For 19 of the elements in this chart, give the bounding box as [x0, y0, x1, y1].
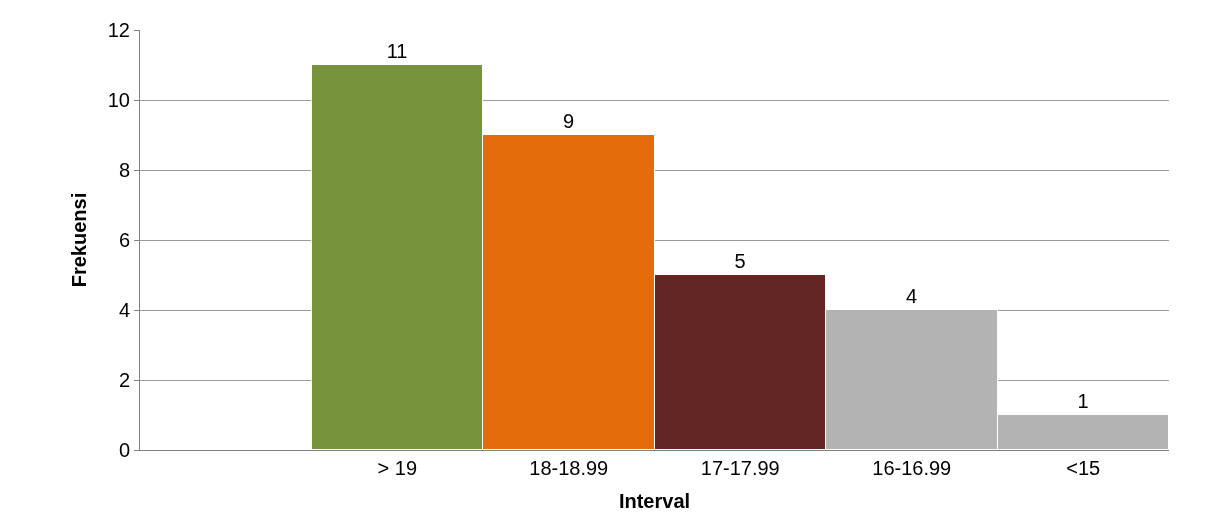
data-label: 4: [905, 284, 918, 307]
y-tick-label: 2: [118, 369, 130, 391]
x-axis-title: Interval: [618, 489, 691, 512]
y-tick-label: 8: [118, 159, 130, 181]
x-tick-label: > 19: [377, 457, 417, 479]
data-label: 5: [734, 249, 746, 272]
x-tick-label: 17-17.99: [700, 457, 780, 479]
data-label: 9: [562, 109, 575, 132]
y-tick-label: 4: [118, 299, 130, 321]
y-tick-label: 6: [118, 229, 130, 251]
x-tick-label: <15: [1066, 457, 1101, 479]
y-tick-label: 10: [107, 89, 130, 111]
x-tick-label: 18-18.99: [529, 457, 609, 479]
y-axis-title: Frekuensi: [68, 192, 91, 288]
x-tick-label: 16-16.99: [872, 457, 952, 479]
y-tick-label: 0: [118, 439, 130, 461]
y-tick-label: 12: [107, 19, 130, 41]
data-label: 11: [386, 39, 408, 62]
data-label: 1: [1077, 389, 1089, 412]
